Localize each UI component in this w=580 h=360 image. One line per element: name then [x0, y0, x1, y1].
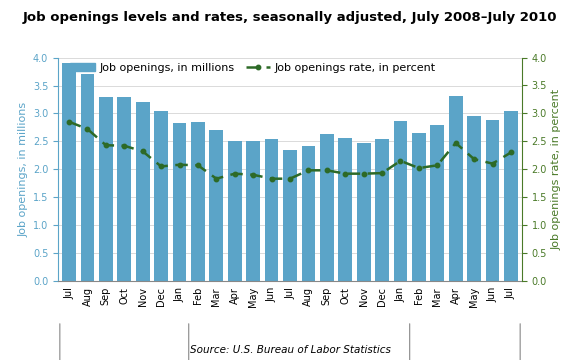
- Y-axis label: Job openings, in millions: Job openings, in millions: [19, 102, 28, 237]
- Bar: [320, 134, 334, 281]
- Legend: Job openings, in millions, Job openings rate, in percent: Job openings, in millions, Job openings …: [68, 61, 438, 75]
- Bar: [264, 139, 278, 281]
- Bar: [173, 123, 186, 281]
- Text: Source: U.S. Bureau of Labor Statistics: Source: U.S. Bureau of Labor Statistics: [190, 345, 390, 355]
- Bar: [302, 146, 316, 281]
- Bar: [449, 95, 463, 281]
- Bar: [117, 96, 131, 281]
- Bar: [81, 74, 95, 281]
- Bar: [62, 63, 76, 281]
- Bar: [136, 102, 150, 281]
- Bar: [283, 150, 297, 281]
- Bar: [228, 141, 242, 281]
- Bar: [209, 130, 223, 281]
- Y-axis label: Job openings rate, in percent: Job openings rate, in percent: [552, 89, 561, 250]
- Bar: [375, 139, 389, 281]
- Bar: [99, 96, 113, 281]
- Bar: [246, 141, 260, 281]
- Bar: [394, 121, 407, 281]
- Bar: [412, 133, 426, 281]
- Bar: [338, 138, 352, 281]
- Text: Job openings levels and rates, seasonally adjusted, July 2008–July 2010: Job openings levels and rates, seasonall…: [23, 11, 557, 24]
- Bar: [485, 120, 499, 281]
- Bar: [430, 125, 444, 281]
- Bar: [467, 116, 481, 281]
- Bar: [154, 111, 168, 281]
- Bar: [191, 122, 205, 281]
- Bar: [504, 111, 518, 281]
- Bar: [357, 143, 371, 281]
